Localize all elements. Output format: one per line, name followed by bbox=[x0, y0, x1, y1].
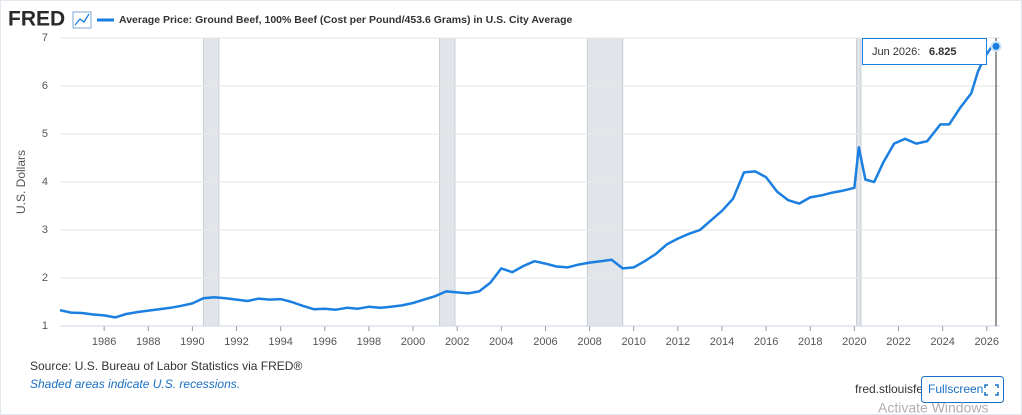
x-tick-label: 2014 bbox=[710, 336, 734, 348]
x-tick-label: 1996 bbox=[313, 336, 337, 348]
tooltip-date: Jun 2026: bbox=[872, 46, 920, 58]
y-tick-label: 3 bbox=[42, 224, 48, 236]
x-tick-label: 1994 bbox=[268, 336, 292, 348]
fullscreen-label[interactable]: Fullscreen bbox=[928, 382, 983, 396]
y-axis-label: U.S. Dollars bbox=[14, 150, 28, 214]
legend-label: Average Price: Ground Beef, 100% Beef (C… bbox=[119, 14, 573, 26]
x-tick-label: 2004 bbox=[489, 336, 513, 348]
y-tick-label: 2 bbox=[42, 272, 48, 284]
x-tick-label: 2002 bbox=[445, 336, 469, 348]
source: Source: U.S. Bureau of Labor Statistics … bbox=[30, 359, 302, 373]
x-tick-label: 1998 bbox=[357, 336, 381, 348]
x-tick-label: 2000 bbox=[401, 336, 425, 348]
x-tick-label: 2012 bbox=[666, 336, 690, 348]
tooltip-box bbox=[862, 38, 987, 65]
x-tick-label: 2016 bbox=[754, 336, 778, 348]
fullscreen-icon[interactable] bbox=[984, 384, 999, 396]
x-tick-label: 2026 bbox=[975, 336, 999, 348]
x-tick-label: 2008 bbox=[577, 336, 601, 348]
y-tick-label: 4 bbox=[42, 176, 48, 188]
x-tick-label: 2018 bbox=[798, 336, 822, 348]
x-tick-label: 1986 bbox=[92, 336, 116, 348]
y-tick-label: 1 bbox=[42, 320, 48, 332]
logo: FRED bbox=[8, 8, 65, 31]
x-tick-label: 1992 bbox=[224, 336, 248, 348]
logo-icon-line bbox=[74, 13, 90, 26]
y-tick-label: 6 bbox=[42, 80, 48, 92]
x-tick-label: 2024 bbox=[930, 336, 954, 348]
watermark: Activate Windows bbox=[878, 400, 988, 415]
x-tick-label: 2010 bbox=[621, 336, 645, 348]
y-tick-label: 7 bbox=[42, 32, 48, 44]
x-tick-label: 1988 bbox=[136, 336, 160, 348]
fullscreen-button[interactable] bbox=[921, 376, 1004, 403]
x-tick-label: 2020 bbox=[842, 336, 866, 348]
recession-note: Shaded areas indicate U.S. recessions. bbox=[30, 377, 240, 391]
series-line bbox=[59, 45, 997, 319]
x-tick-label: 1990 bbox=[180, 336, 204, 348]
y-tick-label: 5 bbox=[42, 128, 48, 140]
hover-point bbox=[990, 40, 1002, 52]
logo-icon bbox=[72, 11, 92, 29]
tooltip-value: 6.825 bbox=[929, 46, 957, 58]
x-tick-label: 2022 bbox=[886, 336, 910, 348]
x-tick-label: 2006 bbox=[533, 336, 557, 348]
